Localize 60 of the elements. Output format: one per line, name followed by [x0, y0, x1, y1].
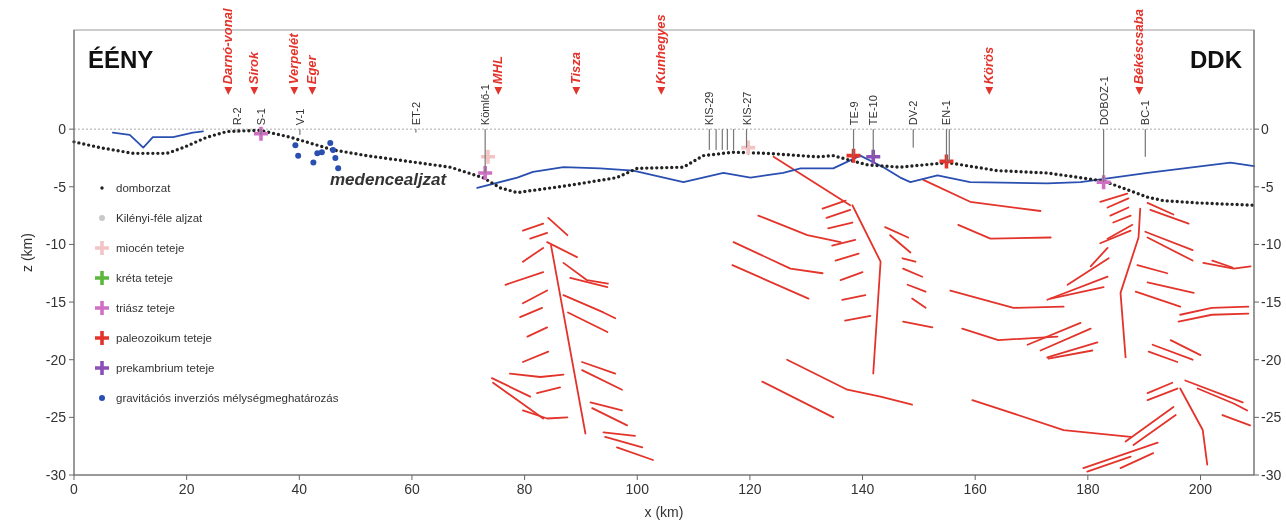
x-axis-title: x (km) [644, 504, 684, 520]
data-label: KIS-27 [740, 91, 753, 126]
data-label: S-1 [255, 108, 267, 126]
y-tick-label: -15 [45, 294, 67, 311]
data-label: R-2 [231, 107, 244, 126]
annotation: DDK [1190, 46, 1243, 73]
data-label: Kömlő-1 [479, 84, 492, 126]
y2-tick-label: -15 [1261, 294, 1282, 311]
y-tick-label: -5 [53, 178, 67, 195]
annotation: ◄Kunhegyes [653, 14, 668, 98]
annotation: ÉÉNY [88, 46, 154, 73]
legend-label: miocén teteje [116, 242, 185, 254]
legend-label: Kilényi-féle aljzat [116, 212, 204, 224]
y2-tick-label: -5 [1261, 178, 1274, 195]
annotation: ◄Sirok [246, 51, 261, 98]
x-tick-label: 140 [850, 481, 875, 497]
annotation: ◄Békéscsaba [1131, 9, 1146, 98]
data-label: V-1 [293, 108, 306, 126]
annotation: ◄Verpelét [286, 32, 301, 98]
x-tick-label: 20 [178, 481, 195, 497]
x-tick-label: 60 [404, 481, 420, 497]
x-tick-label: 0 [70, 481, 79, 497]
data-label: EN-1 [940, 100, 953, 126]
data-label: KIS-29 [703, 91, 716, 126]
legend-label: domborzat [116, 182, 172, 194]
y2-tick-label: -10 [1261, 236, 1282, 253]
legend-label: prekambrium teteje [116, 362, 215, 374]
y2-tick-label: -20 [1261, 351, 1282, 368]
legend-label: kréta teteje [116, 272, 173, 284]
x-tick-label: 160 [963, 481, 988, 497]
y-tick-label: -25 [45, 409, 67, 426]
x-tick-label: 80 [516, 481, 533, 497]
data-label: BC-1 [1139, 100, 1152, 126]
annotation: medencealjzat [330, 170, 448, 189]
x-tick-label: 100 [625, 481, 650, 497]
y-tick-label: -30 [45, 467, 67, 483]
annotation: ◄Eger [304, 54, 319, 98]
y2-tick-label: -25 [1261, 409, 1282, 426]
y2-tick-label: -30 [1261, 467, 1282, 483]
y-tick-label: -20 [45, 351, 67, 368]
annotation: ◄MHL [490, 56, 505, 98]
y2-tick-label: 0 [1261, 121, 1269, 138]
data-label: TE-9 [847, 101, 860, 126]
x-tick-label: 120 [738, 481, 762, 497]
legend-label: paleozoikum teteje [116, 332, 212, 344]
data-label: DV-2 [907, 100, 920, 126]
y-tick-label: -10 [45, 236, 67, 253]
data-label: TE-10 [867, 95, 880, 126]
x-tick-label: 200 [1188, 481, 1213, 497]
annotation: ◄Darnó-vonal [220, 8, 235, 98]
annotation: ◄Tisza [568, 51, 583, 98]
x-tick-label: 180 [1076, 481, 1100, 497]
legend-label: triász teteje [116, 302, 175, 314]
annotation: ◄Körös [981, 46, 996, 98]
x-tick-label: 40 [291, 481, 308, 497]
data-label: DOBOZ-1 [1097, 76, 1110, 126]
y-tick-label: 0 [58, 121, 67, 138]
data-label: ET-2 [409, 101, 422, 126]
y-axis-title: z (km) [19, 233, 35, 272]
legend-label: gravitációs inverziós mélységmeghatározás [116, 392, 339, 404]
